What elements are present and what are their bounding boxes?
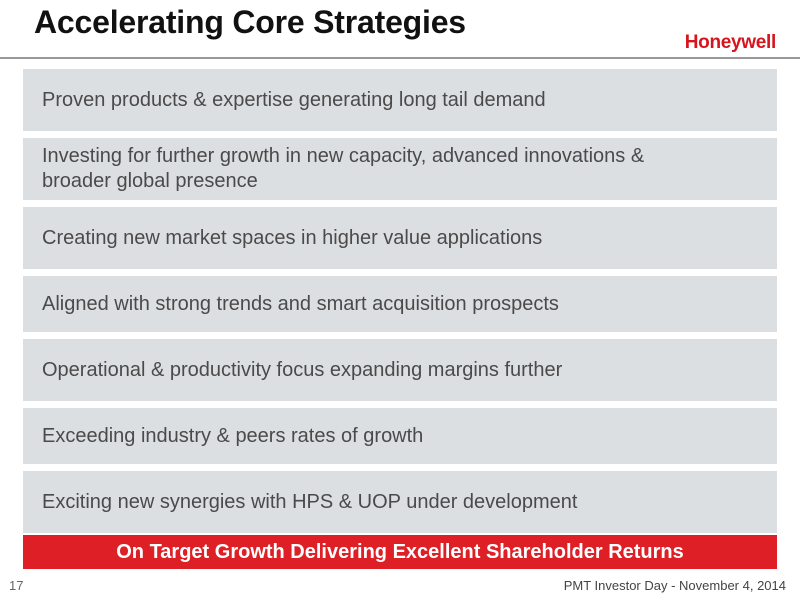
strategy-item-text: Exciting new synergies with HPS & UOP un… — [42, 490, 578, 513]
strategy-item-text: Investing for further growth in new capa… — [42, 145, 645, 192]
honeywell-logo: Honeywell — [684, 32, 777, 53]
strategy-item-5: Operational & productivity focus expandi… — [23, 339, 777, 401]
strategy-item-6: Exceeding industry & peers rates of grow… — [23, 408, 777, 464]
strategy-item-text: Exceeding industry & peers rates of grow… — [42, 424, 424, 447]
strategy-item-1: Proven products & expertise generating l… — [23, 69, 777, 131]
strategy-item-4: Aligned with strong trends and smart acq… — [23, 276, 777, 332]
footer-event-date: PMT Investor Day - November 4, 2014 — [563, 578, 786, 593]
strategy-item-text: Proven products & expertise generating l… — [42, 88, 546, 111]
title-divider — [0, 57, 800, 59]
strategy-item-2: Investing for further growth in new capa… — [23, 138, 777, 200]
strategy-item-text: Creating new market spaces in higher val… — [42, 226, 543, 249]
page-number: 17 — [9, 578, 24, 593]
strategy-item-text: Aligned with strong trends and smart acq… — [42, 292, 559, 315]
summary-banner: On Target Growth Delivering Excellent Sh… — [23, 535, 777, 569]
strategy-item-3: Creating new market spaces in higher val… — [23, 207, 777, 269]
slide-title: Accelerating Core Strategies — [34, 4, 466, 40]
strategy-item-7: Exciting new synergies with HPS & UOP un… — [23, 471, 777, 533]
strategy-item-text: Operational & productivity focus expandi… — [42, 358, 563, 381]
strategy-list: Proven products & expertise generating l… — [23, 69, 777, 540]
